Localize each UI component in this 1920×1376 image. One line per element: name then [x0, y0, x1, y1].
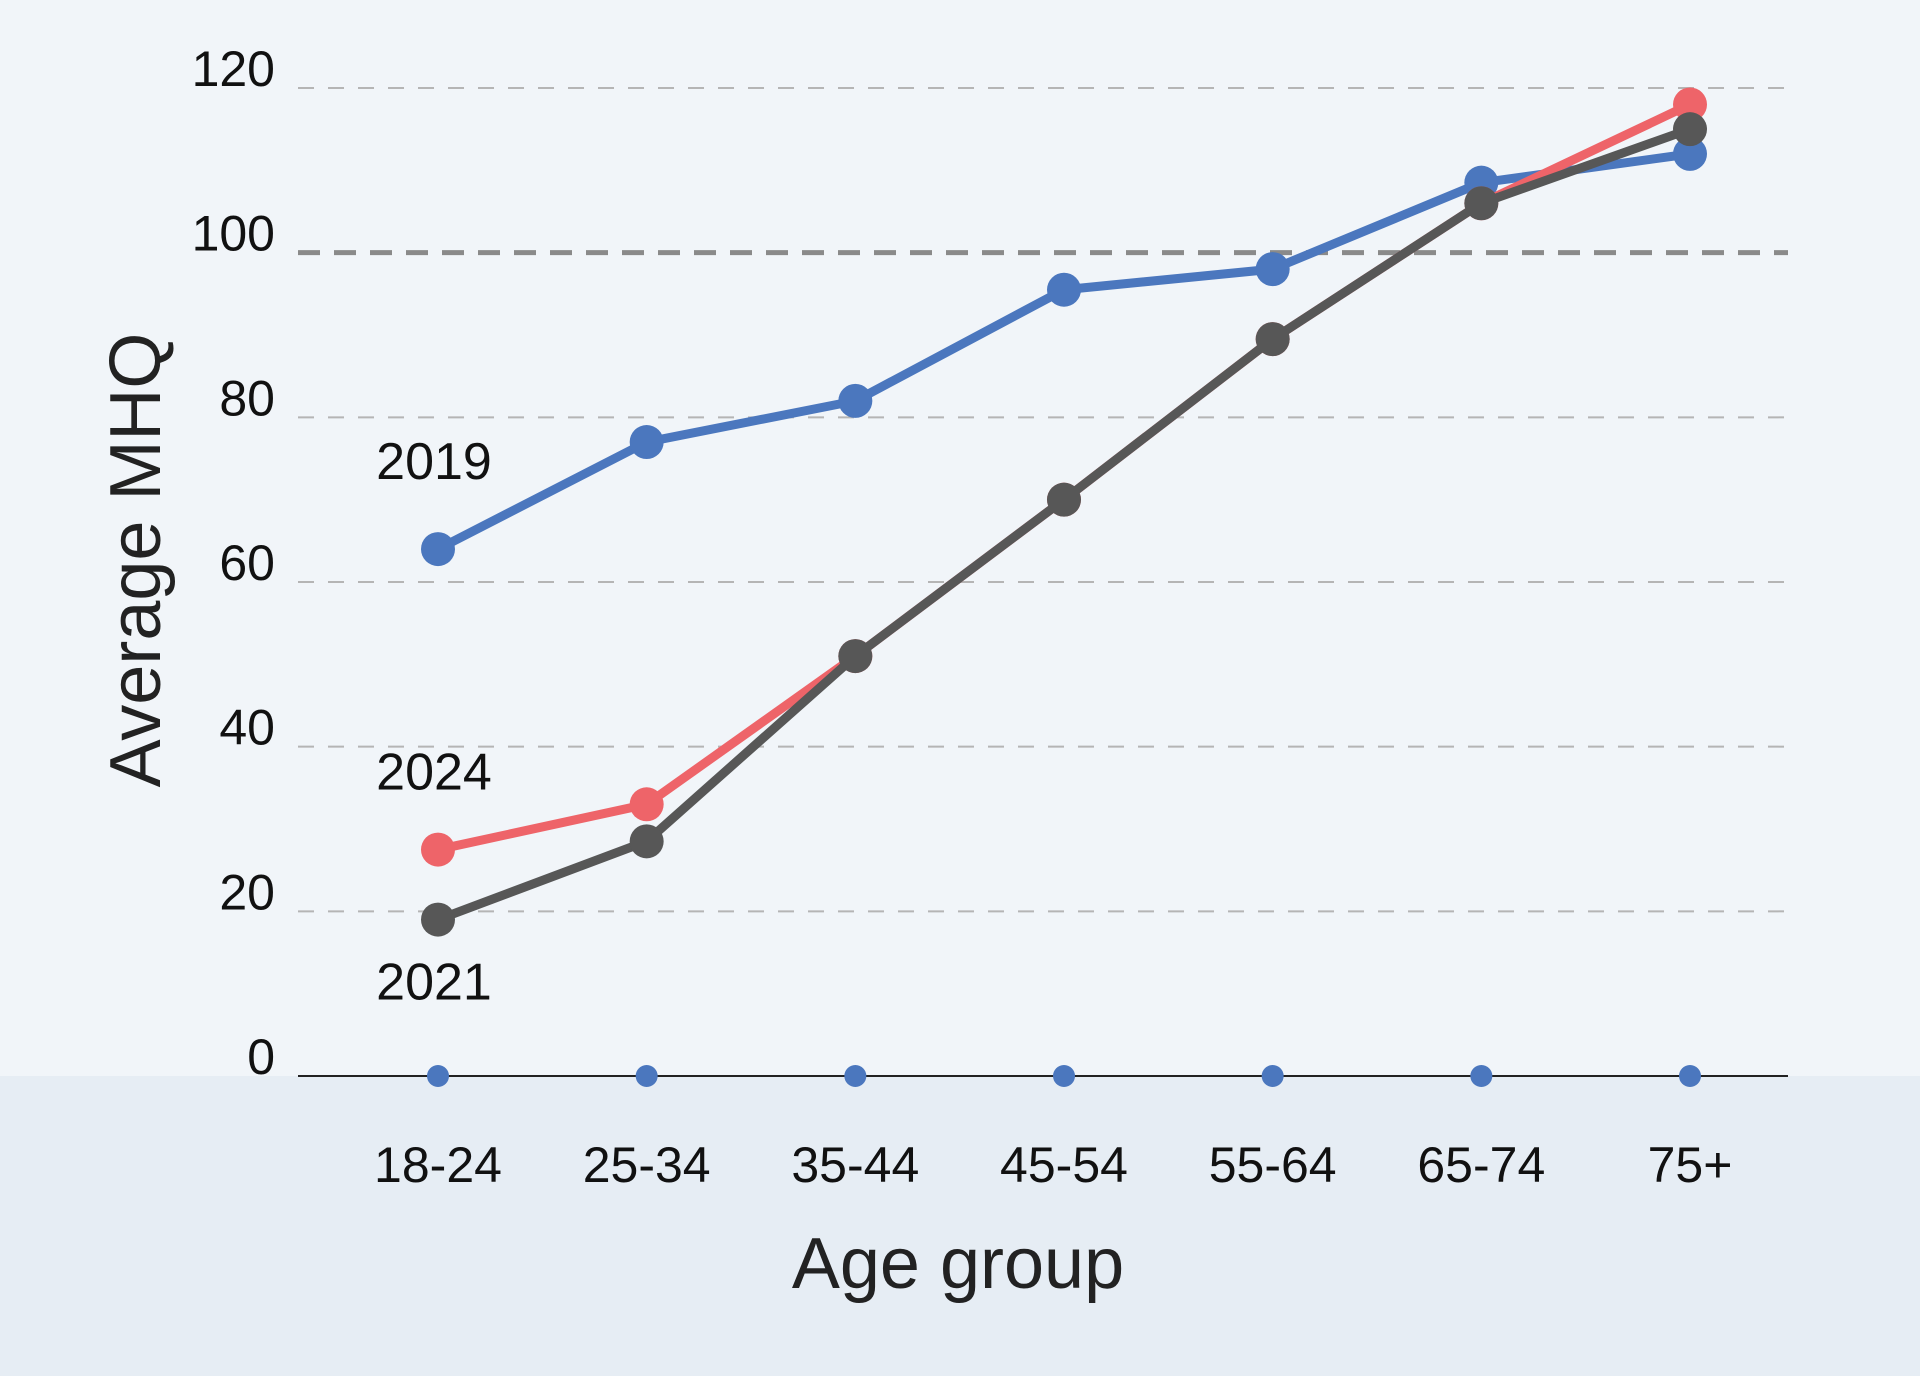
x-tick-label: 55-64: [1209, 1137, 1337, 1193]
data-point: [1673, 136, 1707, 171]
series-group: 2019 2024 2021: [376, 87, 1707, 1012]
x-tick-label: 25-34: [583, 1137, 711, 1193]
baseline-marker: [635, 1065, 658, 1087]
x-tick-label: 18-24: [374, 1137, 502, 1193]
data-point: [421, 832, 455, 867]
y-tick-label: 20: [219, 864, 275, 920]
y-tick-label: 80: [219, 370, 275, 426]
data-point: [629, 425, 664, 460]
data-point: [1255, 322, 1290, 357]
x-tick-labels: 18-24 25-34 35-44 45-54 55-64 65-74 75+: [374, 1137, 1732, 1193]
data-point: [1047, 482, 1081, 517]
data-point: [1673, 112, 1707, 147]
x-tick-label: 45-54: [1000, 1137, 1128, 1193]
data-point: [1673, 87, 1707, 122]
x-tick-label: 35-44: [791, 1137, 919, 1193]
data-point: [1464, 186, 1499, 221]
y-tick-label: 40: [219, 700, 275, 756]
baseline-markers: [427, 1065, 1701, 1087]
x-tick-label: 65-74: [1417, 1137, 1545, 1193]
data-point: [421, 902, 455, 937]
x-axis-title: Age group: [792, 1224, 1124, 1304]
data-point: [838, 383, 873, 418]
series-label-2024: 2024: [376, 744, 492, 802]
axis-band: [0, 1076, 1920, 1376]
series-label-2019: 2019: [376, 433, 492, 491]
data-point: [1047, 272, 1081, 307]
gridlines: [298, 87, 1788, 913]
baseline-marker: [1470, 1065, 1493, 1087]
y-tick-label: 120: [192, 41, 275, 97]
data-point: [629, 787, 664, 822]
x-tick-label: 75+: [1648, 1137, 1733, 1193]
series-label-2021: 2021: [376, 954, 492, 1012]
y-tick-label: 0: [247, 1029, 275, 1085]
plot-background: [0, 0, 1920, 1076]
y-tick-label: 100: [192, 206, 275, 262]
y-axis-title: Average MHQ: [96, 333, 176, 788]
series-2019: 2019: [376, 136, 1707, 567]
data-point: [838, 639, 873, 674]
y-tick-label: 60: [219, 535, 275, 591]
y-tick-labels: 0 20 40 60 80 100 120: [192, 41, 275, 1085]
baseline-marker: [427, 1065, 449, 1087]
data-point: [421, 532, 455, 567]
data-point: [1255, 252, 1290, 287]
baseline-marker: [1261, 1065, 1284, 1087]
baseline-marker: [1679, 1065, 1701, 1087]
data-point: [629, 824, 664, 859]
baseline-marker: [1053, 1065, 1075, 1087]
series-2021: 2021: [376, 112, 1707, 1012]
baseline-marker: [844, 1065, 867, 1087]
